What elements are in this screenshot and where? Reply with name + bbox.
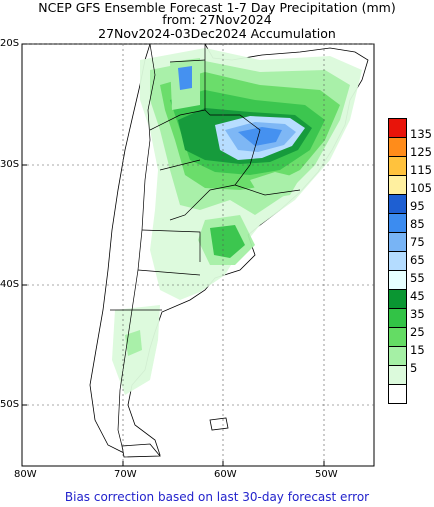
lon-label-70w: 70W	[114, 469, 137, 480]
legend-swatch	[388, 118, 407, 137]
legend-label: 45	[410, 289, 425, 303]
graticule	[22, 43, 374, 466]
lat-label-20s: 20S	[0, 38, 20, 49]
map-title-line-1: NCEP GFS Ensemble Forecast 1-7 Day Preci…	[38, 0, 396, 15]
legend-label: 35	[410, 307, 425, 321]
legend-label: 15	[410, 343, 425, 357]
legend-label: 125	[410, 145, 432, 159]
legend-swatch	[388, 213, 407, 232]
legend-swatch	[388, 194, 407, 213]
legend-label: 105	[410, 181, 432, 195]
legend-label: 85	[410, 217, 425, 231]
lon-label-60w: 60W	[214, 469, 237, 480]
legend-swatch	[388, 327, 407, 346]
map-title-line-2: from: 27Nov2024	[162, 12, 272, 27]
legend-label: 95	[410, 199, 425, 213]
legend-swatch	[388, 270, 407, 289]
lat-label-50s: 50S	[0, 399, 20, 410]
legend-swatch	[388, 175, 407, 194]
map-title-line-3: 27Nov2024-03Dec2024 Accumulation	[98, 26, 336, 41]
legend-swatch	[388, 251, 407, 270]
legend-label: 55	[410, 271, 425, 285]
legend-swatch	[388, 346, 407, 365]
legend-swatch	[388, 308, 407, 327]
legend-label: 5	[410, 361, 418, 375]
legend-label: 75	[410, 235, 425, 249]
legend-label: 65	[410, 253, 425, 267]
legend-label: 115	[410, 163, 432, 177]
lat-label-40s: 40S	[0, 279, 20, 290]
legend-swatch	[388, 384, 407, 404]
precip-legend: 135 125 115 105 95 85 75 65 55 45 35 25 15 5	[388, 118, 432, 404]
lat-label-30s: 30S	[0, 159, 20, 170]
legend-swatch	[388, 289, 407, 308]
legend-label: 135	[410, 127, 432, 141]
legend-label: 25	[410, 325, 425, 339]
falklands	[209, 417, 229, 431]
tierra-del-fuego	[121, 443, 161, 458]
lon-label-80w: 80W	[14, 469, 37, 480]
legend-swatch	[388, 137, 407, 156]
legend-swatch	[388, 232, 407, 251]
legend-swatch	[388, 156, 407, 175]
bias-correction-note: Bias correction based on last 30-day for…	[64, 490, 370, 504]
lon-label-50w: 50W	[315, 469, 338, 480]
political-boundaries	[110, 43, 301, 447]
legend-swatch	[388, 365, 407, 384]
